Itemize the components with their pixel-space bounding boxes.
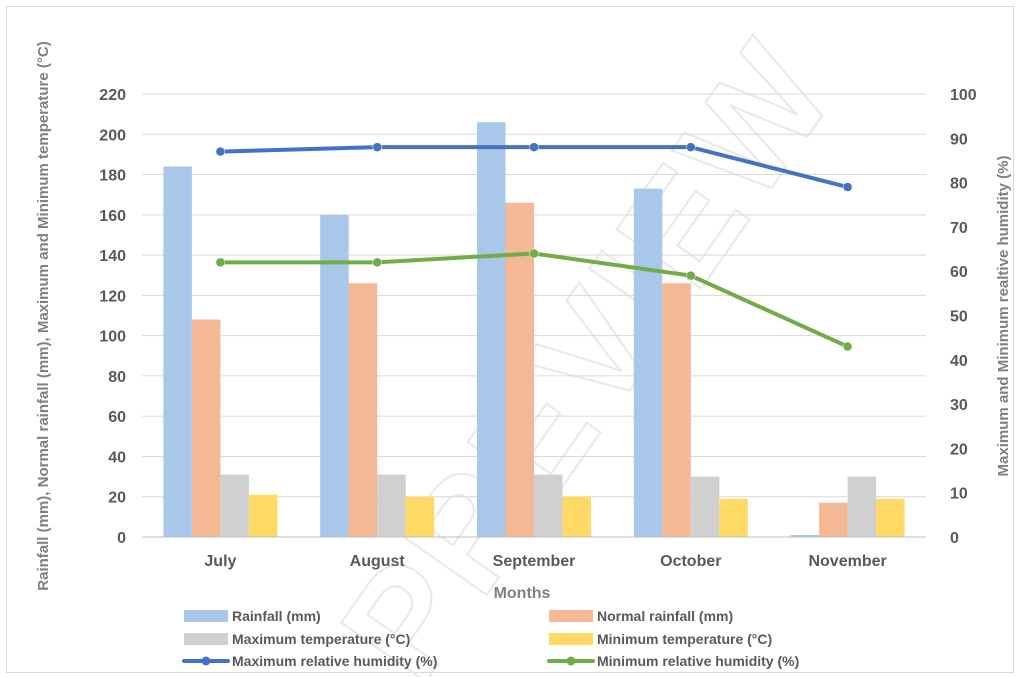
bar-rainfall-mm-october [633,188,663,537]
x-tick-label-august: August [350,553,406,570]
bar-maximum-temperature-c-november [847,476,877,537]
y-axis-title: Rainfall (mm), Normal rainfall (mm), Max… [35,41,52,590]
bar-rainfall-mm-august [320,214,349,537]
legend-label-maximum-temperature-c: Maximum temperature (°C) [232,631,410,647]
bar-minimum-temperature-c-september [562,496,591,537]
bar-minimum-temperature-c-august [405,496,435,537]
bar-maximum-temperature-c-october [690,476,720,537]
y-tick-label-180: 180 [99,168,126,185]
y-tick-label-120: 120 [99,288,126,305]
y2-tick-label-50: 50 [950,309,968,326]
legend-label-maximum-relative-humidity: Maximum relative humidity (%) [232,653,437,669]
y2-tick-label-100: 100 [950,87,977,104]
bar-normal-rainfall-mm-july [191,319,221,537]
y2-tick-label-70: 70 [950,220,968,237]
point-maximum-relative-humidity-september [529,142,539,152]
bar-rainfall-mm-september [477,122,506,537]
legend-label-minimum-relative-humidity: Minimum relative humidity (%) [597,653,799,669]
bar-minimum-temperature-c-november [876,498,905,537]
x-tick-label-october: October [660,553,721,570]
point-maximum-relative-humidity-august [372,142,382,152]
watermark: PREVIEW [309,11,867,677]
y-tick-label-220: 220 [99,87,126,104]
bar-rainfall-mm-july [163,166,192,537]
legend-swatch-marker-maximum-relative-humidity [201,656,211,666]
y2-tick-label-10: 10 [950,486,968,503]
legend-swatch-normal-rainfall-mm [549,610,593,622]
y2-tick-label-80: 80 [950,176,968,193]
y-tick-label-40: 40 [108,449,126,466]
bar-maximum-temperature-c-august [377,474,406,537]
y2-tick-label-0: 0 [950,530,959,547]
bar-rainfall-mm-november [790,534,820,537]
bar-normal-rainfall-mm-october [662,283,691,537]
axes-group: 0 20 40 60 80 100 120 140 160 180 200 220 0 10 20 30 40 5… [99,87,977,570]
bar-minimum-temperature-c-october [719,498,748,537]
x-axis-title: Months [494,585,551,602]
y2-tick-label-60: 60 [950,264,968,281]
bar-maximum-temperature-c-september [534,474,563,537]
y-tick-label-100: 100 [99,329,126,346]
bar-normal-rainfall-mm-november [819,502,848,537]
x-tick-label-september: September [493,553,576,570]
legend-label-rainfall-mm: Rainfall (mm) [232,608,321,624]
legend-swatch-marker-minimum-relative-humidity [566,656,576,666]
point-maximum-relative-humidity-november [842,182,853,192]
y2-tick-label-40: 40 [950,353,968,370]
legend-label-minimum-temperature-c: Minimum temperature (°C) [597,631,772,647]
y-tick-label-20: 20 [108,490,126,507]
bar-normal-rainfall-mm-august [348,283,378,537]
y2-tick-label-90: 90 [950,131,968,148]
point-minimum-relative-humidity-october [686,270,696,281]
chart-frame [6,6,1014,673]
y-tick-label-200: 200 [99,127,126,144]
y2-tick-label-20: 20 [950,441,968,458]
bar-minimum-temperature-c-july [248,494,278,537]
bar-maximum-temperature-c-july [220,474,249,537]
y-tick-label-0: 0 [117,530,126,547]
legend-swatch-maximum-temperature-c [184,633,228,645]
point-maximum-relative-humidity-october [686,142,696,152]
legend-label-normal-rainfall-mm: Normal rainfall (mm) [597,608,733,624]
y-tick-label-60: 60 [108,409,126,426]
point-minimum-relative-humidity-august [372,257,382,268]
y2-tick-label-30: 30 [950,397,968,414]
lines-group [215,142,853,352]
legend-swatch-minimum-temperature-c [549,633,593,645]
y-tick-label-160: 160 [99,208,126,225]
y-tick-label-140: 140 [99,248,126,265]
y2-axis-title: Maximum and Minimum realtive humidity (%… [995,156,1012,477]
bar-normal-rainfall-mm-september [505,202,534,537]
bars-group [163,122,905,537]
legend: Rainfall (mm) Normal rainfall (mm) Maximum… [182,608,799,669]
point-maximum-relative-humidity-july [215,146,226,157]
point-minimum-relative-humidity-november [842,341,853,352]
legend-swatch-rainfall-mm [184,610,228,622]
point-minimum-relative-humidity-september [529,248,539,259]
x-tick-label-november: November [808,553,886,570]
point-minimum-relative-humidity-july [215,257,226,268]
x-tick-label-july: July [204,553,236,570]
y-tick-label-80: 80 [108,369,126,386]
